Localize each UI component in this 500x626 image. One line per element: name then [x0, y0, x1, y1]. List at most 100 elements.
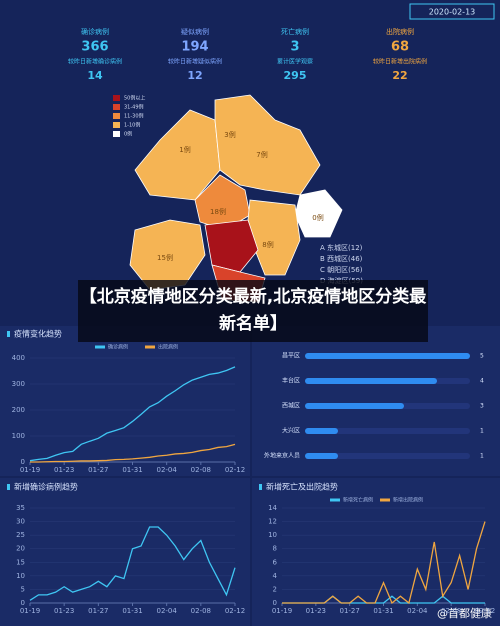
- title-icon: [7, 484, 10, 490]
- bar-label: 丰台区: [282, 377, 300, 385]
- map-label: 3例: [224, 130, 235, 139]
- title-icon: [259, 484, 262, 490]
- district-list-item: A 东城区(12): [320, 243, 363, 252]
- bar-label: 外地来京人员: [264, 452, 300, 460]
- map-label: 18例: [210, 207, 226, 216]
- legend-swatch: [113, 122, 120, 128]
- stat-sub-label: 较昨日新增出院病例: [373, 58, 427, 66]
- legend-swatch: [95, 345, 105, 349]
- map-label: 0例: [312, 213, 323, 222]
- x-tick-label: 01-23: [306, 607, 326, 615]
- x-tick-label: 02-12: [225, 607, 245, 615]
- legend-label: 出院病例: [158, 344, 178, 351]
- date: 2020-02-13: [429, 8, 476, 17]
- chart-title: 疫情变化趋势: [14, 329, 62, 339]
- panel: [252, 478, 500, 626]
- stat-value: 68: [391, 40, 409, 55]
- x-tick-label: 01-19: [20, 607, 40, 615]
- stat-label: 确诊病例: [81, 27, 109, 36]
- legend-label: 31-49例: [124, 104, 144, 111]
- district: [129, 219, 206, 291]
- x-tick-label: 01-23: [54, 607, 74, 615]
- y-tick-label: 200: [12, 406, 25, 414]
- district: [204, 219, 259, 273]
- stat-value: 366: [81, 40, 108, 55]
- stat-sub-value: 22: [392, 69, 407, 82]
- y-tick-label: 20: [16, 545, 25, 553]
- legend-label: 新增出院病例: [393, 497, 423, 504]
- panel: [0, 478, 250, 626]
- x-tick-label: 02-04: [156, 607, 177, 615]
- stat-sub-value: 14: [87, 69, 103, 82]
- watermark: @首都健康: [437, 606, 492, 620]
- y-tick-label: 0: [21, 458, 25, 466]
- stat-label: 死亡病例: [281, 27, 309, 36]
- title-icon: [7, 331, 10, 337]
- stat-value: 194: [181, 40, 208, 55]
- district: [214, 94, 321, 196]
- x-tick-label: 02-04: [156, 466, 177, 474]
- y-tick-label: 12: [268, 518, 277, 526]
- x-tick-label: 02-12: [475, 607, 495, 615]
- district: [134, 109, 221, 201]
- y-tick-label: 300: [12, 380, 25, 388]
- series-line: [282, 521, 486, 605]
- y-tick-label: 25: [16, 531, 25, 539]
- y-tick-label: 0: [21, 599, 25, 607]
- x-tick-label: 01-31: [122, 466, 142, 474]
- legend-swatch: [113, 113, 120, 119]
- x-tick-label: 01-27: [88, 466, 108, 474]
- y-tick-label: 14: [268, 504, 277, 512]
- x-tick-label: 02-08: [441, 607, 461, 615]
- legend-label: 50例以上: [124, 95, 145, 102]
- series-line: [29, 526, 236, 601]
- stat-label: 疑似病例: [181, 27, 209, 36]
- x-tick-label: 01-31: [122, 607, 142, 615]
- series-line: [29, 366, 236, 462]
- bar-value: 4: [480, 378, 484, 385]
- y-tick-label: 30: [16, 518, 25, 526]
- y-tick-label: 15: [16, 558, 25, 566]
- legend-swatch: [113, 104, 120, 110]
- stat-sub-value: 295: [284, 69, 307, 82]
- bar: [305, 428, 338, 434]
- chart-title: 新增确诊病例趋势: [14, 482, 78, 492]
- x-tick-label: 01-31: [373, 607, 393, 615]
- y-tick-label: 5: [21, 585, 25, 593]
- legend-swatch: [380, 498, 390, 502]
- x-tick-label: 02-04: [407, 607, 428, 615]
- banner: 【北京疫情地区分类最新,北京疫情地区分类最新名单】: [78, 280, 428, 342]
- map-label: 15例: [157, 253, 173, 262]
- bar-label: 西城区: [282, 403, 300, 410]
- chart-title: 新增死亡及出院趋势: [266, 482, 338, 492]
- y-tick-label: 6: [273, 558, 278, 566]
- bar-value: 1: [480, 428, 484, 435]
- legend-label: 确诊病例: [108, 344, 128, 351]
- stat-value: 3: [290, 40, 299, 55]
- y-tick-label: 10: [268, 531, 277, 539]
- map-label: 7例: [256, 150, 267, 159]
- legend-swatch: [113, 95, 120, 101]
- stat-sub-label: 较昨日新增确诊病例: [68, 58, 122, 66]
- y-tick-label: 8: [273, 545, 277, 553]
- bar: [305, 378, 437, 384]
- x-tick-label: 02-08: [191, 466, 211, 474]
- y-tick-label: 4: [273, 572, 278, 580]
- bar-track: [305, 453, 470, 459]
- y-tick-label: 2: [273, 585, 277, 593]
- district: [247, 199, 301, 276]
- y-tick-label: 35: [16, 504, 25, 512]
- x-tick-label: 01-27: [88, 607, 108, 615]
- stat-sub-value: 12: [187, 69, 202, 82]
- legend-label: 0例: [124, 131, 132, 138]
- legend-label: 1-10例: [124, 122, 140, 129]
- y-tick-label: 10: [16, 572, 25, 580]
- panel: [0, 326, 250, 476]
- x-tick-label: 01-19: [20, 466, 40, 474]
- bar-label: 昌平区: [282, 353, 300, 360]
- x-tick-label: 01-27: [339, 607, 359, 615]
- map-label: 8例: [262, 240, 273, 249]
- district-list-item: B 西城区(46): [320, 255, 363, 263]
- legend-swatch: [330, 498, 340, 502]
